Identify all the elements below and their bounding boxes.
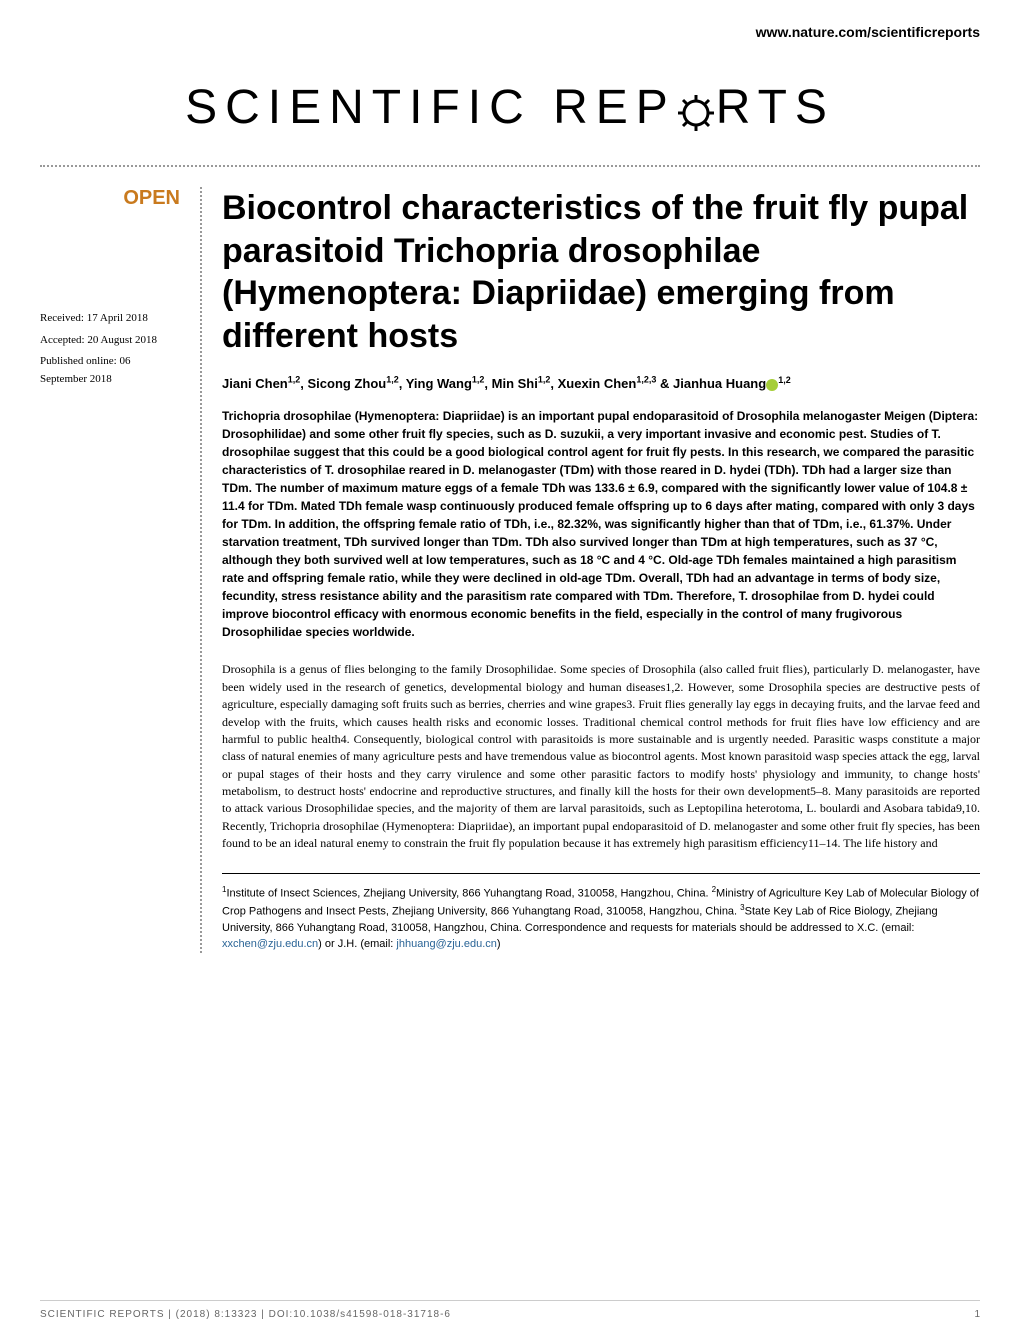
- authors-list: Jiani Chen1,2, Sicong Zhou1,2, Ying Wang…: [222, 375, 980, 391]
- left-column: OPEN Received: 17 April 2018 Accepted: 2…: [40, 187, 200, 953]
- article-dates: Received: 17 April 2018 Accepted: 20 Aug…: [40, 310, 180, 388]
- journal-logo: SCIENTIFIC REP RTS: [0, 80, 1020, 135]
- open-access-badge: OPEN: [40, 187, 180, 210]
- published-date: Published online: 06 September 2018: [40, 353, 180, 388]
- gear-icon: [676, 90, 716, 130]
- abstract: Trichopria drosophilae (Hymenoptera: Dia…: [222, 407, 980, 641]
- page-number: 1: [974, 1309, 980, 1320]
- last-author-sup: 1,2: [778, 375, 791, 385]
- affiliations: 1Institute of Insect Sciences, Zhejiang …: [222, 873, 980, 953]
- article-title: Biocontrol characteristics of the fruit …: [222, 187, 980, 357]
- right-column: Biocontrol characteristics of the fruit …: [200, 187, 980, 953]
- citation: SCIENTIFIC REPORTS | (2018) 8:13323 | DO…: [40, 1309, 451, 1320]
- divider-top: [40, 165, 980, 167]
- logo-part2: REP: [553, 81, 676, 134]
- journal-url[interactable]: www.nature.com/scientificreports: [756, 24, 980, 40]
- logo-part1: SCIENTIFIC: [185, 81, 553, 134]
- body-paragraph: Drosophila is a genus of flies belonging…: [222, 661, 980, 852]
- accepted-date: Accepted: 20 August 2018: [40, 332, 180, 350]
- authors-text: Jiani Chen1,2, Sicong Zhou1,2, Ying Wang…: [222, 376, 766, 391]
- logo-part3: RTS: [716, 81, 835, 134]
- main-content: OPEN Received: 17 April 2018 Accepted: 2…: [0, 187, 1020, 953]
- received-date: Received: 17 April 2018: [40, 310, 180, 328]
- orcid-icon[interactable]: [766, 379, 778, 391]
- header-bar: www.nature.com/scientificreports: [0, 0, 1020, 40]
- page-footer: SCIENTIFIC REPORTS | (2018) 8:13323 | DO…: [40, 1300, 980, 1320]
